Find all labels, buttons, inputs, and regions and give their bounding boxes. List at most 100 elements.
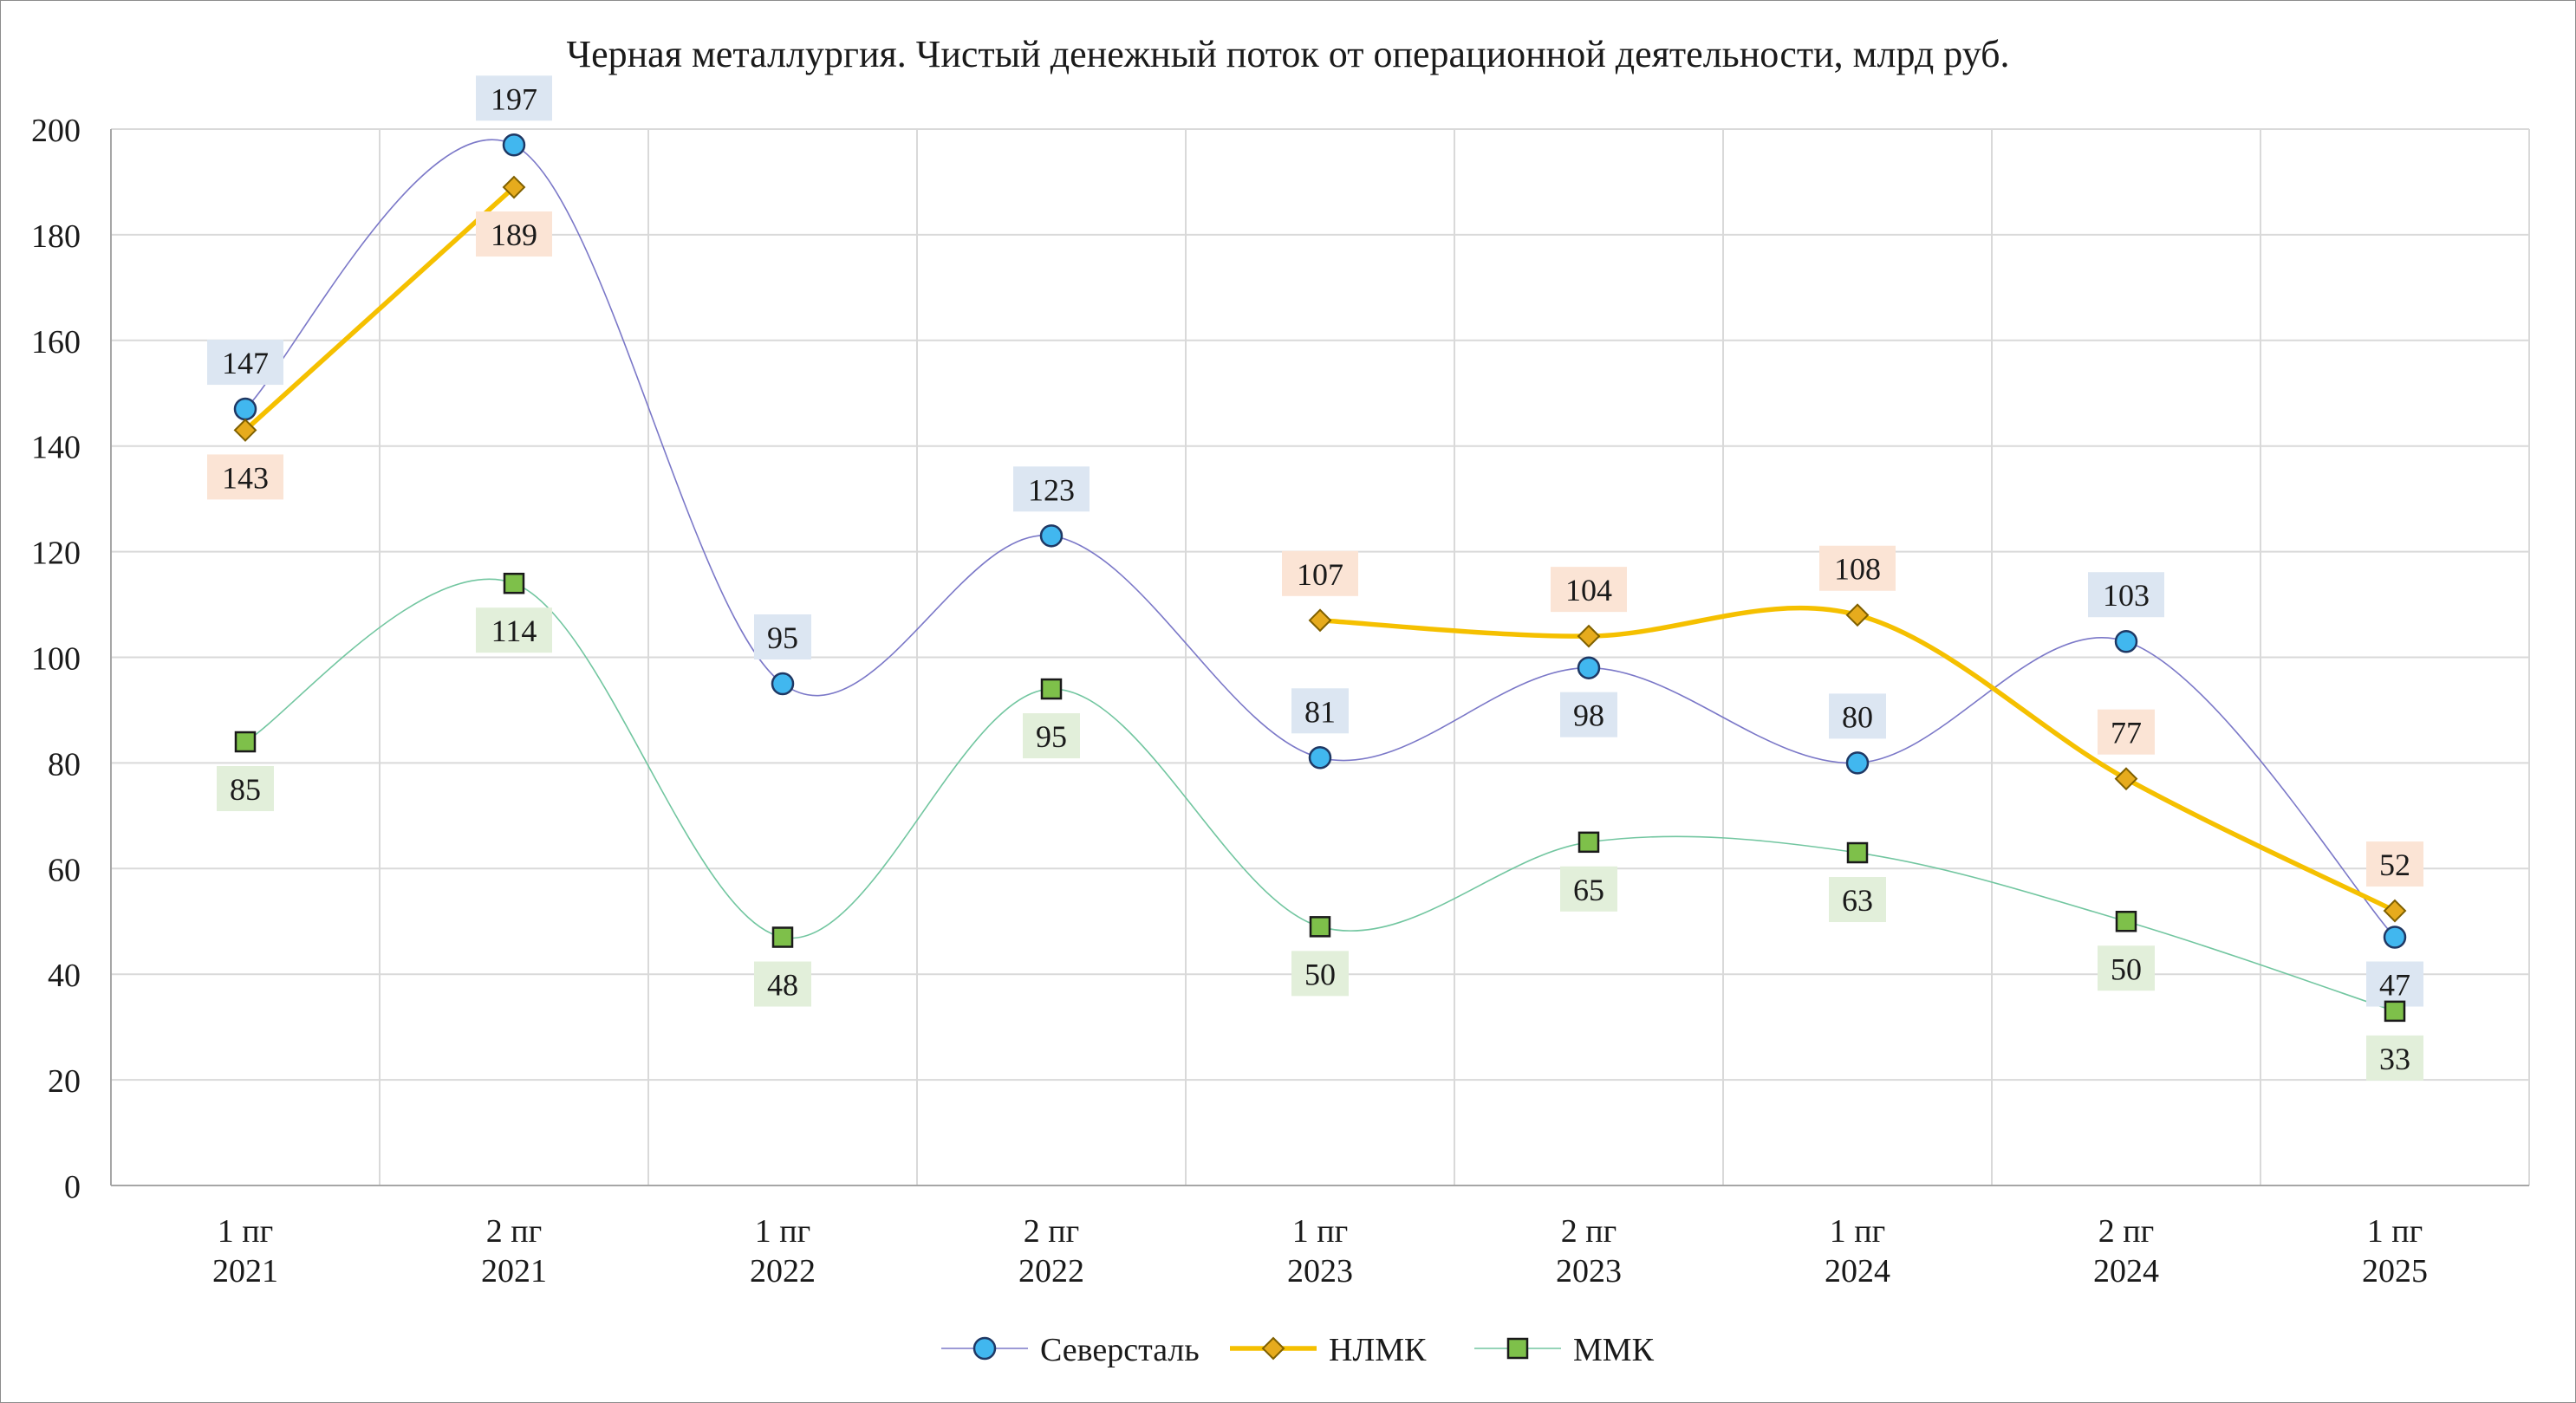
y-tick-label: 160 [31, 324, 81, 360]
data-label-box [1560, 692, 1617, 737]
data-point [2114, 767, 2138, 791]
data-label-box [1291, 951, 1349, 997]
x-tick-label: 2022 [1018, 1253, 1084, 1289]
data-label-box [207, 454, 283, 500]
data-point [503, 572, 525, 594]
legend-marker [973, 1336, 997, 1361]
data-point [2383, 926, 2407, 949]
data-label: 143 [222, 460, 269, 495]
data-point [1846, 841, 1869, 864]
data-label-box [1013, 466, 1090, 512]
data-label-box [476, 211, 552, 257]
data-label-box [2366, 841, 2423, 887]
y-tick-label: 20 [48, 1063, 81, 1100]
data-label: 52 [2379, 848, 2410, 882]
data-point [502, 175, 526, 199]
legend-label: Северсталь [1040, 1332, 1200, 1368]
data-label-box [2366, 1035, 2423, 1081]
legend-label: НЛМК [1329, 1332, 1427, 1368]
x-tick-label: 2022 [750, 1253, 816, 1289]
data-point [1577, 831, 1600, 854]
y-tick-label: 100 [31, 641, 81, 678]
data-point [1577, 656, 1601, 679]
data-label-box [1282, 550, 1358, 596]
legend-marker [1506, 1337, 1529, 1360]
data-label-box [217, 766, 274, 812]
y-tick-label: 120 [31, 536, 81, 572]
data-label: 33 [2379, 1042, 2410, 1076]
x-tick-label: 2023 [1287, 1253, 1353, 1289]
x-tick-label: 2 пг [486, 1213, 542, 1250]
data-label: 189 [491, 218, 537, 252]
data-label-box [1023, 713, 1080, 759]
data-label-box [2098, 945, 2155, 991]
chart-title: Черная металлургия. Чистый денежный пото… [567, 33, 2010, 75]
data-label: 123 [1028, 472, 1075, 507]
y-tick-label: 60 [48, 852, 81, 888]
data-label: 95 [1036, 719, 1067, 754]
data-label-box [1560, 866, 1617, 912]
data-label: 48 [767, 968, 798, 1003]
data-point [1309, 916, 1331, 938]
data-label: 114 [491, 614, 537, 648]
data-point [2115, 911, 2137, 932]
x-tick-label: 2021 [212, 1253, 278, 1289]
x-tick-label: 2021 [481, 1253, 547, 1289]
data-point [1040, 678, 1063, 700]
data-label-box [207, 340, 283, 386]
data-labels: 147 197 95 123 81 98 80 103 47 143 189 107 104 108 77 5… [207, 75, 2423, 1081]
x-tick-label: 2023 [1556, 1253, 1622, 1289]
data-label-box [476, 75, 552, 121]
data-label-box [1829, 693, 1886, 739]
y-tick-label: 180 [31, 218, 81, 255]
data-label: 95 [767, 620, 798, 655]
series-line [244, 139, 2396, 939]
data-label-box [2366, 961, 2423, 1007]
data-label: 77 [2111, 716, 2142, 750]
data-label: 80 [1842, 699, 1873, 734]
series-line [244, 578, 2396, 1012]
x-tick-label: 2 пг [2098, 1213, 2154, 1250]
data-label: 81 [1304, 694, 1336, 729]
data-point [234, 731, 257, 753]
data-point [233, 419, 257, 442]
x-tick-label: 2 пг [1024, 1213, 1079, 1250]
legend-label: ММК [1573, 1332, 1655, 1368]
data-label: 108 [1834, 552, 1881, 587]
data-point [2383, 899, 2407, 923]
x-tick-label: 1 пг [1830, 1213, 1885, 1250]
data-point [1308, 746, 1332, 770]
x-tick-label: 1 пг [1292, 1213, 1348, 1250]
x-tick-label: 1 пг [218, 1213, 273, 1250]
x-tick-label: 2 пг [1561, 1213, 1617, 1250]
x-tick-label: 2025 [2362, 1253, 2428, 1289]
data-label-box [1829, 877, 1886, 923]
data-point [771, 672, 795, 696]
data-label-box [1291, 688, 1349, 734]
legend: Северсталь НЛМК ММК [941, 1332, 1655, 1368]
data-label: 104 [1565, 573, 1612, 607]
y-tick-label: 40 [48, 958, 81, 994]
data-point [771, 926, 794, 948]
data-label: 50 [1304, 957, 1336, 991]
data-point [1039, 524, 1064, 548]
data-label-box [754, 961, 811, 1007]
data-point [1845, 603, 1870, 627]
data-label: 65 [1573, 873, 1604, 907]
data-point [1577, 624, 1601, 648]
data-point [1308, 608, 1332, 633]
data-label-box [1551, 567, 1627, 613]
data-label: 147 [222, 346, 269, 380]
data-label: 197 [491, 81, 537, 116]
series-markers [233, 133, 2407, 1023]
data-label: 47 [2379, 968, 2410, 1003]
x-tick-label: 2024 [1825, 1253, 1890, 1289]
x-tick-label: 1 пг [755, 1213, 810, 1250]
data-label-box [2088, 572, 2164, 618]
data-point [2384, 1000, 2406, 1023]
x-tick-label: 1 пг [2367, 1213, 2423, 1250]
data-label-box [476, 607, 552, 653]
